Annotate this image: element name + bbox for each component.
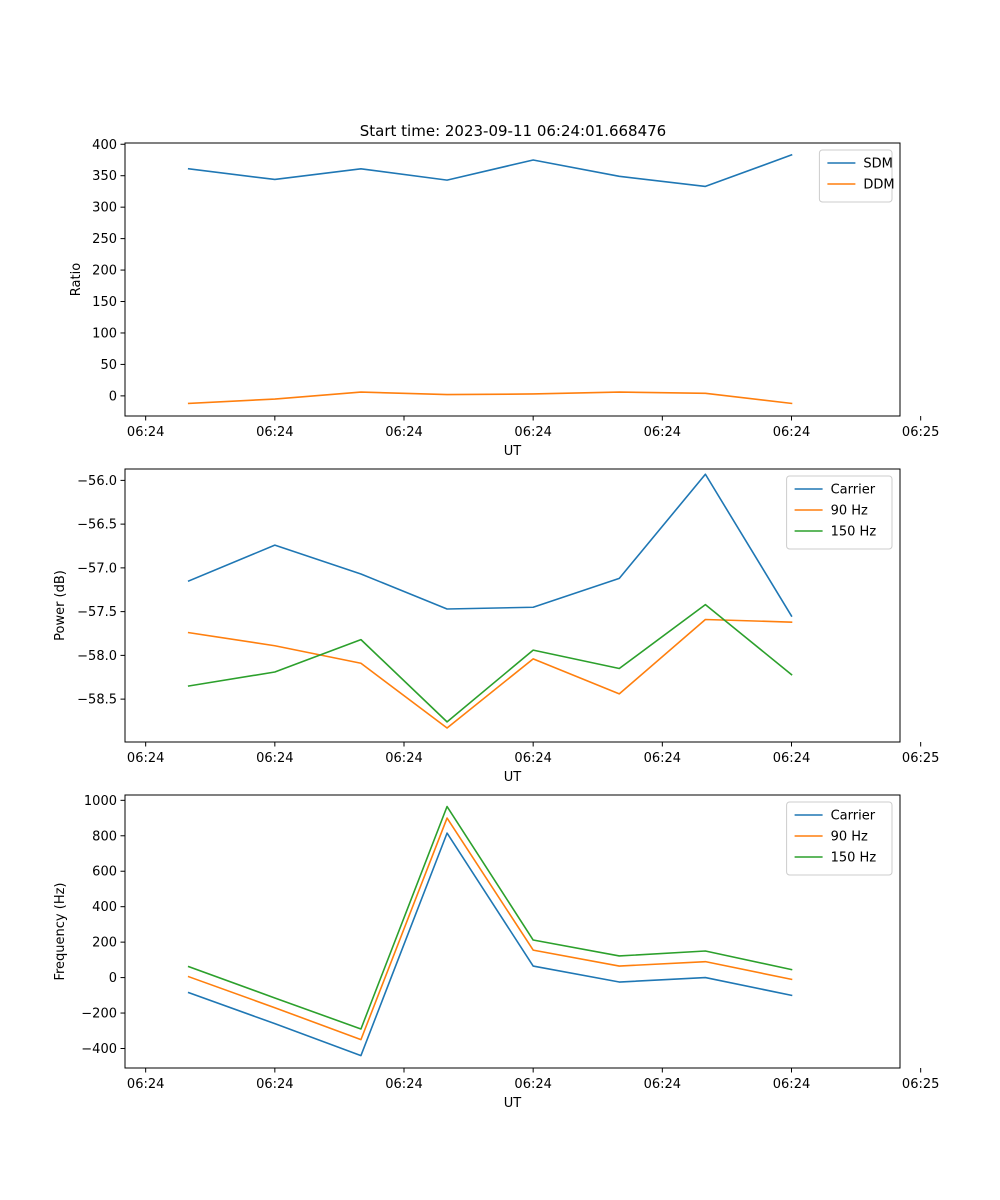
legend-label: 150 Hz [831,851,877,866]
chart-panel-2: −58.5 −58.0 −57.5 −57.0 −56.5 −56.0 06:24 06:24… [53,468,939,785]
x-tick-label: 06:24 [514,425,551,440]
series-line-sdm [187,153,793,188]
y-tick-label: −56.5 [77,518,117,533]
x-tick-label: 06:24 [127,1077,164,1092]
y-tick-label: −57.0 [77,561,117,576]
y-tick-label: −58.0 [77,649,117,664]
axes-frame [124,142,901,417]
y-tick-label: 600 [92,865,117,880]
y-tick-label: 200 [92,936,117,951]
x-tick-label: 06:24 [514,1077,551,1092]
x-tick-label: 06:25 [902,1077,939,1092]
y-tick-label: 50 [100,358,117,373]
legend: Carrier 90 Hz 150 Hz [786,801,893,876]
legend: SDM DDM [818,149,895,203]
series-line-150-hz [187,805,793,1030]
x-tick-label: 06:24 [385,751,422,766]
y-tick-label: −400 [81,1042,117,1057]
x-axis-label: UT [504,1096,522,1111]
x-tick-label: 06:24 [127,751,164,766]
x-tick-label: 06:24 [256,1077,293,1092]
legend-label: 90 Hz [831,504,868,519]
y-tick-label: −200 [81,1007,117,1022]
y-tick-label: 1000 [84,794,117,809]
x-tick-label: 06:24 [773,751,810,766]
y-tick-label: 300 [92,201,117,216]
axes-frame [124,794,901,1069]
y-tick-label: 200 [92,264,117,279]
chart-panel-3: −400 −200 0 200 400 600 800 1000 06:24 06:24 06:24… [53,794,939,1111]
x-axis-label: UT [504,444,522,459]
y-tick-label: 150 [92,295,117,310]
x-tick-label: 06:24 [127,425,164,440]
y-tick-label: 800 [92,829,117,844]
x-tick-label: 06:25 [902,751,939,766]
series-line-90-hz [187,817,793,1041]
y-tick-label: 350 [92,169,117,184]
x-tick-label: 06:24 [644,425,681,440]
x-tick-label: 06:25 [902,425,939,440]
y-tick-label: 400 [92,138,117,153]
x-axis-label: UT [504,770,522,785]
x-tick-label: 06:24 [385,1077,422,1092]
x-tick-label: 06:24 [773,1077,810,1092]
y-tick-label: 0 [109,971,117,986]
legend: Carrier 90 Hz 150 Hz [786,475,893,550]
legend-label: Carrier [831,483,876,498]
x-tick-label: 06:24 [514,751,551,766]
y-axis-label: Ratio [69,263,84,296]
x-tick-label: 06:24 [773,425,810,440]
y-tick-label: 0 [109,389,117,404]
series-line-carrier [187,832,793,1057]
series-line-90-hz [187,618,793,729]
series-line-150-hz [187,603,793,723]
legend-label: Carrier [831,809,876,824]
y-axis-label: Power (dB) [53,570,68,641]
y-tick-label: 250 [92,232,117,247]
x-tick-label: 06:24 [644,1077,681,1092]
legend-label: 90 Hz [831,830,868,845]
y-tick-label: −56.0 [77,474,117,489]
axes-frame [124,468,901,743]
y-tick-label: −57.5 [77,605,117,620]
series-line-ddm [187,391,793,405]
y-axis-label: Frequency (Hz) [53,882,68,980]
legend-label: DDM [863,178,894,193]
y-tick-label: −58.5 [77,693,117,708]
x-tick-label: 06:24 [256,751,293,766]
y-tick-label: 400 [92,900,117,915]
chart-panel-1: 0 50 100 150 200 250 300 350 400 06:24 06:24 06:24 0… [69,138,939,459]
y-tick-label: 100 [92,326,117,341]
x-tick-label: 06:24 [644,751,681,766]
x-tick-label: 06:24 [256,425,293,440]
x-tick-label: 06:24 [385,425,422,440]
figure-title: Start time: 2023-09-11 06:24:01.668476 [360,122,666,140]
legend-label: 150 Hz [831,525,877,540]
legend-label: SDM [863,157,892,172]
series-line-carrier [187,473,793,618]
